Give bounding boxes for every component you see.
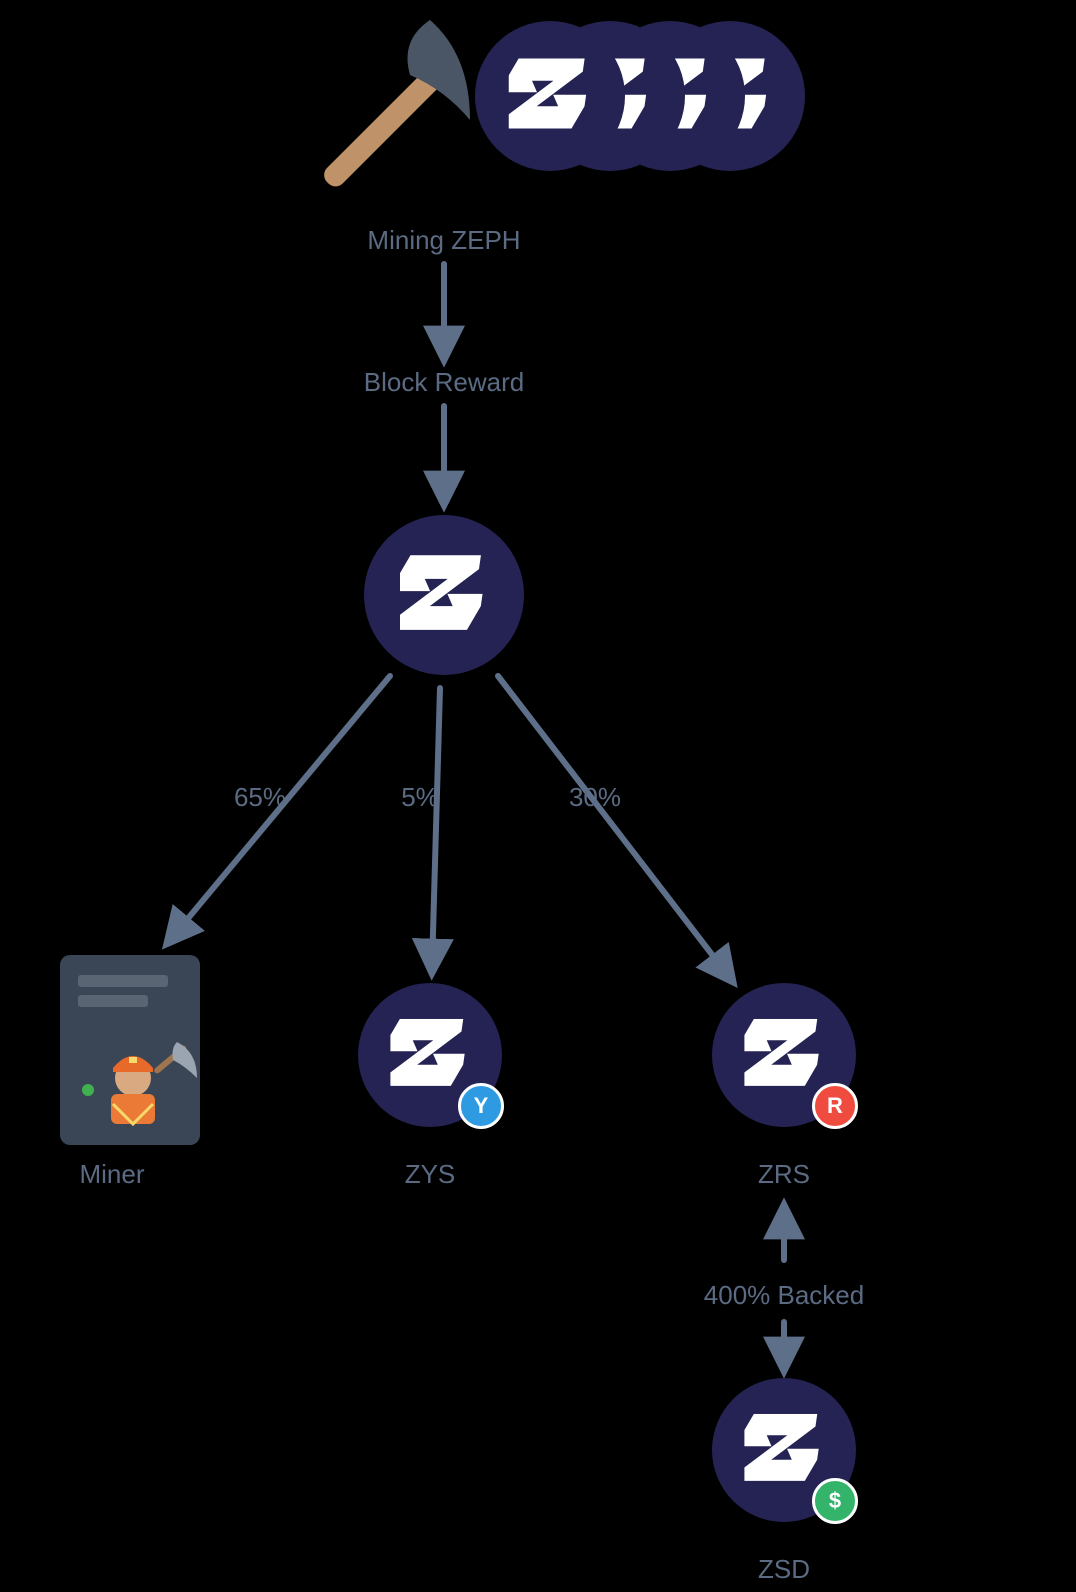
pickaxe-icon <box>320 20 470 191</box>
label-zsd: ZSD <box>758 1554 810 1585</box>
diagram-stage: Mining ZEPH Block Reward 65% 5% 30% Mine… <box>0 0 1076 1592</box>
label-pct-mid: 5% <box>401 782 439 813</box>
hub-coin <box>364 515 524 675</box>
miner-icon <box>60 955 200 1145</box>
zys-badge-icon: Y <box>458 1083 504 1129</box>
zsd-badge-icon: $ <box>812 1478 858 1524</box>
a-split-right <box>498 676 730 978</box>
label-block-reward: Block Reward <box>364 367 524 398</box>
a-split-mid <box>432 688 440 968</box>
cluster-coin <box>475 21 625 171</box>
label-zrs: ZRS <box>758 1159 810 1190</box>
label-backed: 400% Backed <box>704 1280 864 1311</box>
zrs-badge-icon: R <box>812 1083 858 1129</box>
label-zys: ZYS <box>405 1159 456 1190</box>
label-pct-left: 65% <box>234 782 286 813</box>
label-pct-right: 30% <box>569 782 621 813</box>
label-mining: Mining ZEPH <box>367 225 520 256</box>
arrow-layer <box>0 0 1076 1592</box>
label-miner: Miner <box>79 1159 144 1190</box>
